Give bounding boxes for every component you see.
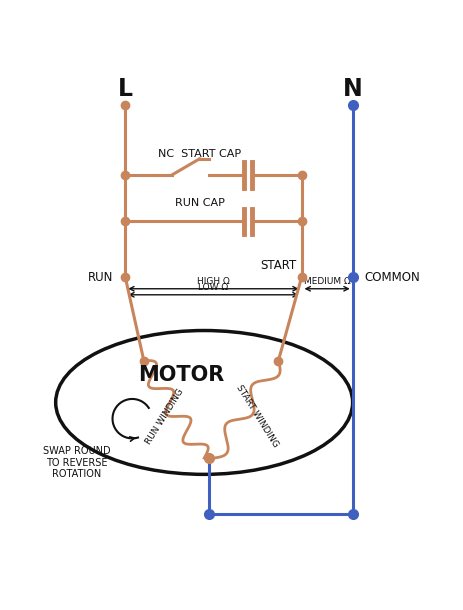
Text: RUN WINDING: RUN WINDING <box>144 387 185 446</box>
Text: LOW Ω: LOW Ω <box>198 284 228 292</box>
Text: COMMON: COMMON <box>363 271 419 284</box>
Text: N: N <box>342 77 362 101</box>
Text: MOTOR: MOTOR <box>138 365 224 384</box>
Ellipse shape <box>56 331 352 475</box>
Text: HIGH Ω: HIGH Ω <box>197 278 229 287</box>
Text: RUN: RUN <box>88 271 113 284</box>
Text: NC  START CAP: NC START CAP <box>157 149 241 159</box>
Text: MEDIUM Ω: MEDIUM Ω <box>303 278 350 287</box>
Text: L: L <box>118 77 132 101</box>
Text: RUN CAP: RUN CAP <box>174 198 224 208</box>
Text: SWAP ROUND
TO REVERSE
ROTATION: SWAP ROUND TO REVERSE ROTATION <box>43 446 110 479</box>
Text: START: START <box>260 259 296 272</box>
Text: START WINDING: START WINDING <box>234 384 280 449</box>
